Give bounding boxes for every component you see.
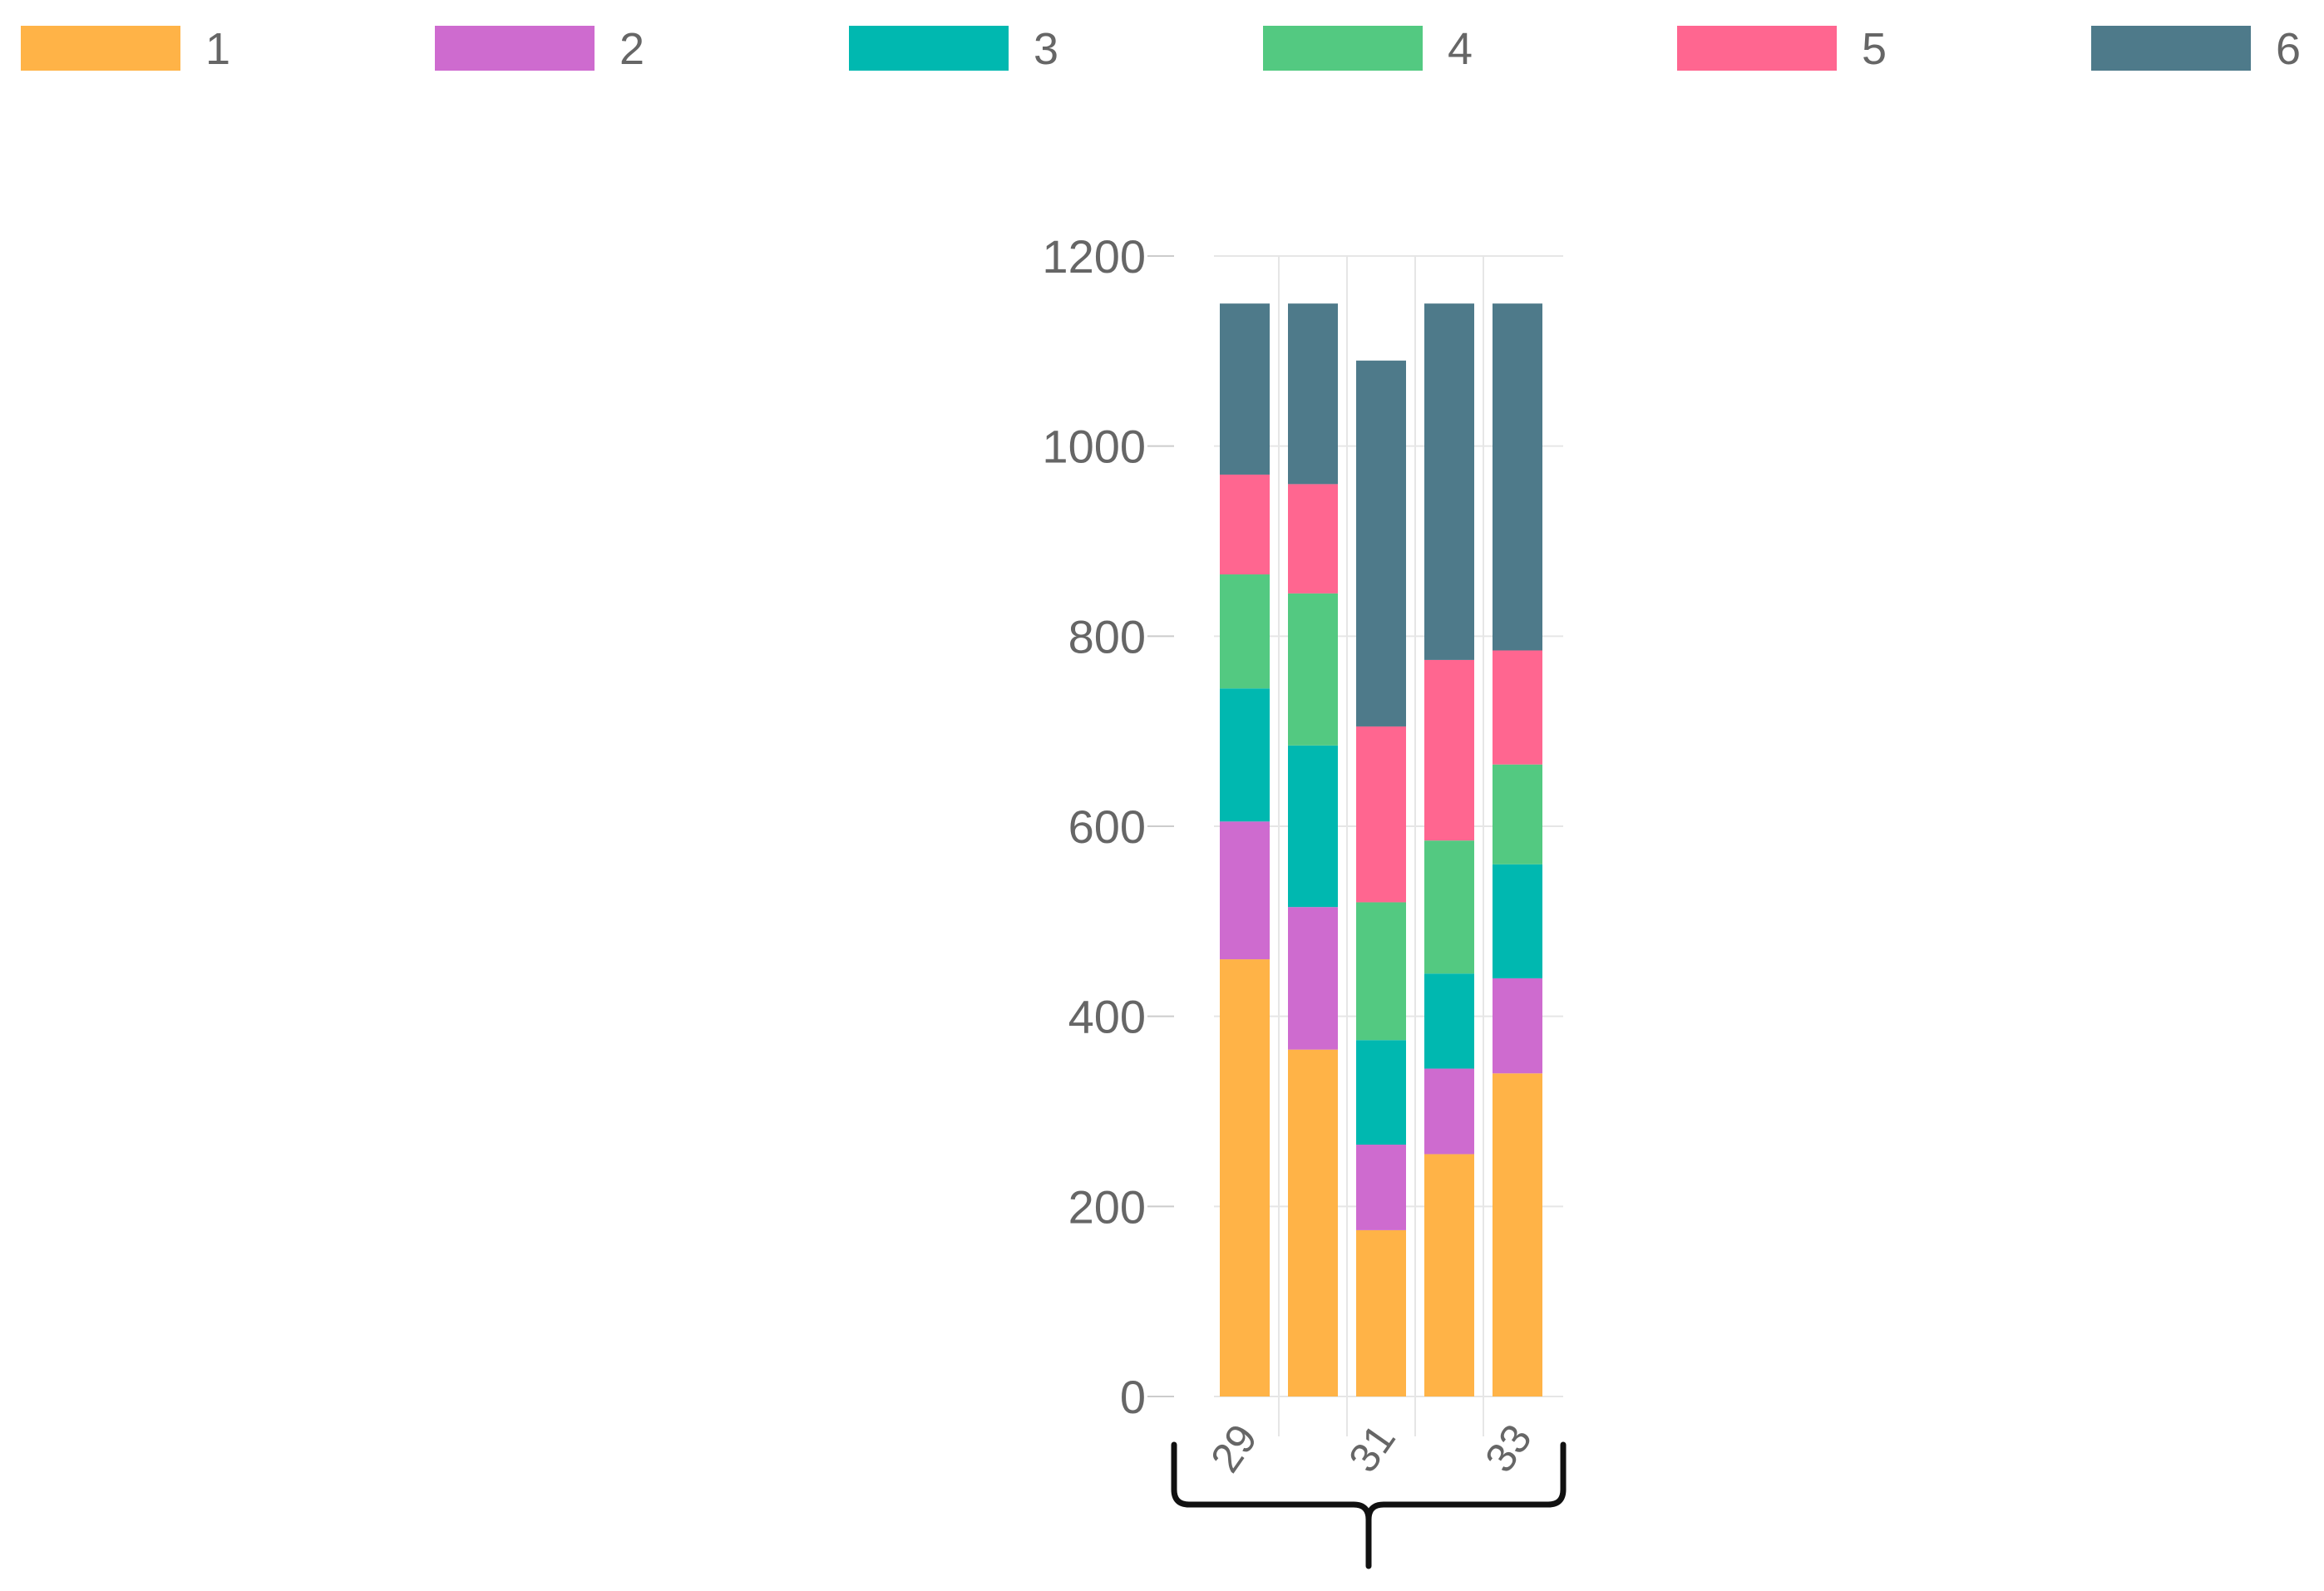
legend-label-3: 3: [1034, 24, 1058, 74]
bar-segment-31-series-4: [1356, 902, 1406, 1041]
legend-swatch-1: [21, 26, 180, 71]
bar-segment-32-series-4: [1424, 840, 1474, 974]
legend-label-1: 1: [205, 24, 230, 74]
x-tick-label-31: 31: [1340, 1416, 1404, 1480]
bar-segment-30-series-1: [1288, 1049, 1338, 1396]
bar-segment-31-series-5: [1356, 726, 1406, 903]
plot-area: 0 200 400 600 800 1000 1200 29 31 33: [1042, 230, 1567, 1569]
bar-segment-31-series-2: [1356, 1145, 1406, 1230]
bar-segment-32-series-1: [1424, 1154, 1474, 1396]
y-tick-label-800: 800: [1068, 610, 1146, 663]
bar-segment-29-series-3: [1220, 688, 1270, 822]
bar-segment-30-series-4: [1288, 593, 1338, 746]
bar-segment-33-series-4: [1493, 764, 1542, 864]
bar-segment-29-series-5: [1220, 474, 1270, 575]
bar-segment-32-series-2: [1424, 1068, 1474, 1155]
legend-label-4: 4: [1448, 24, 1473, 74]
x-axis: 29 31 33: [1201, 1416, 1541, 1480]
bar-segment-29-series-6: [1220, 303, 1270, 475]
legend-swatch-2: [435, 26, 595, 71]
x-tick-label-29: 29: [1201, 1416, 1266, 1480]
legend-swatch-3: [849, 26, 1009, 71]
bar-segment-30-series-2: [1288, 907, 1338, 1050]
bar-segment-32-series-3: [1424, 973, 1474, 1069]
bar-segment-30-series-5: [1288, 484, 1338, 594]
bar-segment-33-series-2: [1493, 978, 1542, 1074]
bars: [1220, 303, 1542, 1396]
bar-segment-30-series-3: [1288, 745, 1338, 908]
bar-segment-33-series-6: [1493, 303, 1542, 651]
y-tick-label-0: 0: [1120, 1371, 1146, 1423]
legend-label-2: 2: [619, 24, 644, 74]
y-tick-label-600: 600: [1068, 800, 1146, 853]
bar-segment-29-series-4: [1220, 574, 1270, 689]
legend-swatch-5: [1677, 26, 1837, 71]
legend-swatch-4: [1263, 26, 1423, 71]
legend-label-5: 5: [1862, 24, 1887, 74]
bar-segment-29-series-1: [1220, 959, 1270, 1396]
legend: 1 2 3 4 5 6: [21, 24, 2301, 74]
y-tick-label-200: 200: [1068, 1180, 1146, 1233]
y-tick-label-400: 400: [1068, 991, 1146, 1043]
bar-segment-31-series-6: [1356, 360, 1406, 727]
bar-segment-33-series-1: [1493, 1073, 1542, 1396]
x-tick-label-33: 33: [1476, 1416, 1541, 1480]
y-tick-label-1200: 1200: [1042, 230, 1146, 283]
bar-segment-33-series-5: [1493, 650, 1542, 765]
bar-segment-31-series-3: [1356, 1040, 1406, 1145]
bar-segment-30-series-6: [1288, 303, 1338, 485]
bar-segment-32-series-6: [1424, 303, 1474, 660]
bar-segment-31-series-1: [1356, 1229, 1406, 1396]
grouping-brace: [1171, 1441, 1567, 1569]
bar-segment-29-series-2: [1220, 821, 1270, 960]
y-tick-label-1000: 1000: [1042, 421, 1146, 473]
bar-segment-33-series-3: [1493, 864, 1542, 978]
bar-segment-32-series-5: [1424, 659, 1474, 841]
legend-swatch-6: [2091, 26, 2251, 71]
legend-label-6: 6: [2276, 24, 2301, 74]
y-axis: 0 200 400 600 800 1000 1200: [1042, 230, 1174, 1423]
